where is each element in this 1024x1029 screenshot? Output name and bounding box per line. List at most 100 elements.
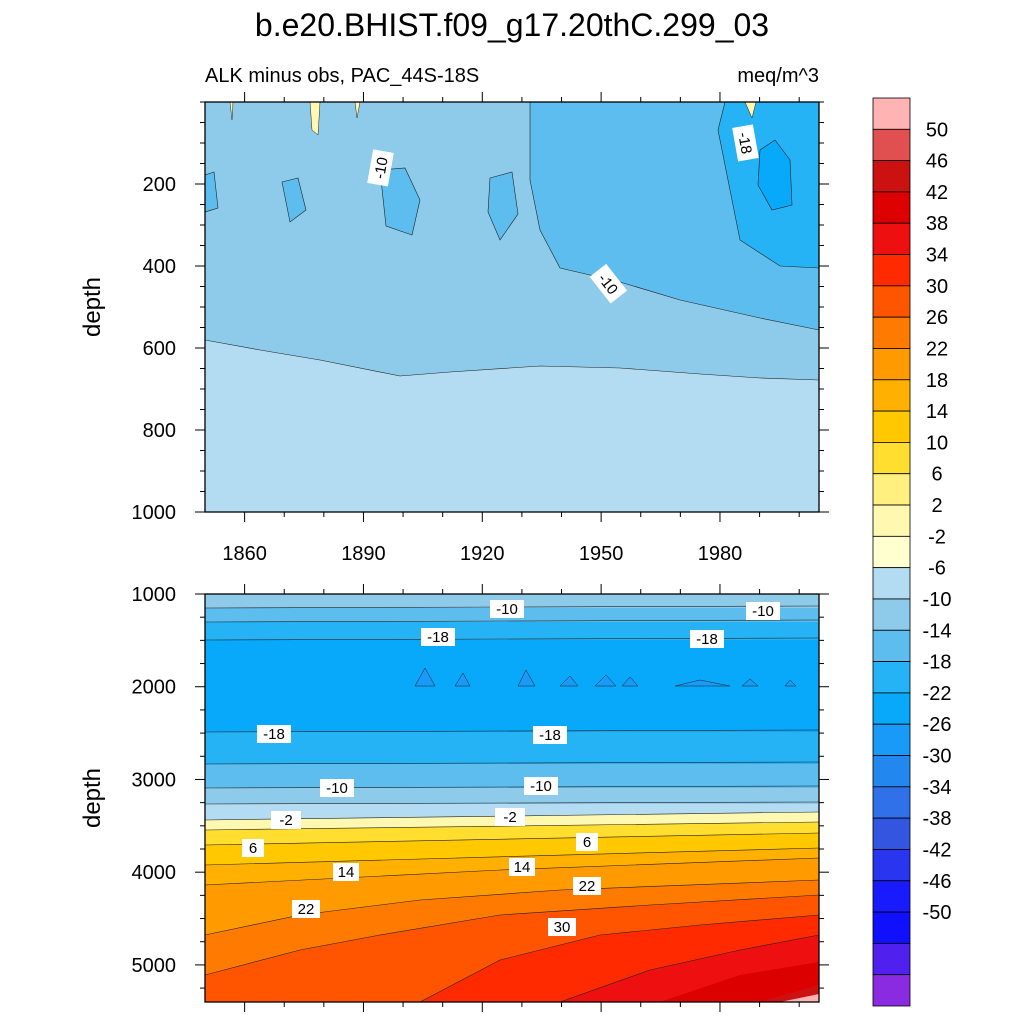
y-tick-label: 2000 bbox=[132, 677, 177, 699]
colorbar-swatch bbox=[872, 817, 911, 850]
colorbar-label: 38 bbox=[926, 213, 948, 235]
chart-subtitle-left: ALK minus obs, PAC_44S-18S bbox=[205, 65, 479, 87]
colorbar-swatch bbox=[872, 692, 911, 725]
colorbar-swatch bbox=[872, 254, 911, 287]
lower-contour-label: 30 bbox=[554, 919, 571, 936]
colorbar-label: -18 bbox=[923, 652, 952, 674]
colorbar-label: 22 bbox=[926, 338, 948, 360]
chart-units: meq/m^3 bbox=[737, 65, 819, 87]
lower-contour-label: 22 bbox=[579, 878, 596, 895]
colorbar-swatch bbox=[872, 316, 911, 349]
upper-spike-2 bbox=[309, 102, 321, 136]
colorbar-swatch bbox=[872, 285, 911, 318]
colorbar-label: -30 bbox=[923, 746, 952, 768]
upper-patch-3 bbox=[281, 177, 307, 223]
colorbar-swatch bbox=[872, 629, 911, 662]
colorbar-label: -38 bbox=[923, 808, 952, 830]
y-tick-label: 600 bbox=[143, 338, 176, 360]
lower-contour-label: -10 bbox=[752, 603, 774, 620]
colorbar-swatch bbox=[872, 755, 911, 788]
lower-contour-label: -10 bbox=[496, 601, 518, 618]
lower-contour-label: -2 bbox=[279, 812, 292, 829]
x-tick-label: 1950 bbox=[579, 543, 624, 565]
lower-panel: -10 -10 -18 -18 -18 -18 -10 -10 -2 -2 6 … bbox=[79, 584, 829, 1012]
upper-y-ticks: 200 400 600 800 1000 bbox=[132, 101, 829, 524]
colorbar-swatch bbox=[872, 160, 911, 193]
y-tick-label: 800 bbox=[143, 420, 176, 442]
colorbar-label: -14 bbox=[923, 620, 952, 642]
colorbar-swatch bbox=[872, 97, 911, 130]
lower-band-m14b bbox=[205, 732, 819, 764]
lower-band-m14 bbox=[205, 622, 819, 640]
lower-patches bbox=[414, 667, 797, 687]
colorbar-swatch bbox=[872, 786, 911, 819]
lower-contour-label: -18 bbox=[539, 727, 561, 744]
y-tick-label: 1000 bbox=[132, 502, 177, 524]
colorbar-swatch bbox=[872, 504, 911, 537]
chart-title: b.e20.BHIST.f09_g17.20thC.299_03 bbox=[255, 7, 769, 43]
y-tick-label: 200 bbox=[143, 174, 176, 196]
lower-x-ticks bbox=[244, 584, 800, 1012]
colorbar-label: 14 bbox=[926, 401, 948, 423]
lower-contour-label: 6 bbox=[583, 834, 591, 851]
colorbar-swatch bbox=[872, 128, 911, 162]
lower-contour-label: 6 bbox=[249, 840, 257, 857]
colorbar-label: 6 bbox=[931, 464, 942, 486]
colorbar-label: 34 bbox=[926, 245, 948, 267]
colorbar-swatch bbox=[872, 942, 911, 976]
x-tick-label: 1980 bbox=[698, 543, 743, 565]
upper-contour-labels: -10 -10 -18 bbox=[367, 124, 759, 304]
colorbar-swatch bbox=[872, 379, 911, 412]
upper-patch-4 bbox=[205, 171, 219, 213]
lower-contour-label: -18 bbox=[263, 726, 285, 743]
lower-contour-label: -10 bbox=[326, 780, 348, 797]
lower-band-m10b bbox=[205, 764, 819, 788]
x-tick-label: 1890 bbox=[341, 543, 386, 565]
colorbar-label: 42 bbox=[926, 182, 948, 204]
colorbar-swatch bbox=[872, 974, 911, 1007]
lower-contour-label: 14 bbox=[514, 859, 531, 876]
colorbar-label: -2 bbox=[928, 526, 946, 548]
colorbar-swatch bbox=[872, 535, 911, 569]
y-tick-label: 4000 bbox=[132, 862, 177, 884]
upper-spike-3 bbox=[354, 102, 361, 119]
upper-patch-1 bbox=[379, 167, 421, 236]
upper-contour-fill bbox=[205, 102, 819, 512]
lower-y-ticks: 1000 2000 3000 4000 5000 bbox=[132, 584, 829, 989]
upper-x-ticks: 1860 1890 1920 1950 1980 bbox=[222, 92, 800, 565]
colorbar-label: 50 bbox=[926, 119, 948, 141]
colorbar-label: -46 bbox=[923, 871, 952, 893]
colorbar-swatch bbox=[872, 410, 911, 443]
lower-contour-labels: -10 -10 -18 -18 -18 -18 -10 -10 -2 -2 6 … bbox=[242, 600, 780, 936]
lower-contour-label: -18 bbox=[427, 629, 449, 646]
lower-y-axis-label: depth bbox=[79, 768, 106, 828]
upper-patch-2 bbox=[487, 171, 519, 241]
colorbar-label: 18 bbox=[926, 370, 948, 392]
colorbar-swatch bbox=[872, 473, 911, 506]
upper-y-axis-label: depth bbox=[79, 277, 106, 337]
x-tick-label: 1860 bbox=[222, 543, 267, 565]
lower-contour-label: 14 bbox=[338, 864, 355, 881]
lower-contour-fill bbox=[205, 594, 819, 1002]
colorbar-swatch bbox=[872, 849, 911, 882]
y-tick-label: 5000 bbox=[132, 955, 177, 977]
colorbar-label: -34 bbox=[923, 777, 952, 799]
colorbar-label: -42 bbox=[923, 839, 952, 861]
colorbar-swatch bbox=[872, 222, 911, 255]
colorbar-swatch bbox=[872, 723, 911, 756]
colorbar-swatch bbox=[872, 442, 911, 475]
colorbar-label: 10 bbox=[926, 432, 948, 454]
lower-frame bbox=[204, 593, 820, 1003]
colorbar-swatch bbox=[872, 911, 911, 944]
x-tick-label: 1920 bbox=[460, 543, 505, 565]
upper-spike-1 bbox=[229, 102, 234, 121]
colorbar-swatch bbox=[872, 567, 911, 600]
lower-band-m6b bbox=[205, 788, 819, 804]
lower-band-p38 bbox=[660, 962, 819, 1002]
colorbar-label: -26 bbox=[923, 714, 952, 736]
colorbar-swatch bbox=[872, 191, 911, 224]
upper-panel: -10 -10 -18 200 400 600 800 1000 1860 1890 192… bbox=[79, 92, 829, 565]
colorbar-swatch bbox=[872, 598, 911, 631]
colorbar-label: -6 bbox=[928, 558, 946, 580]
